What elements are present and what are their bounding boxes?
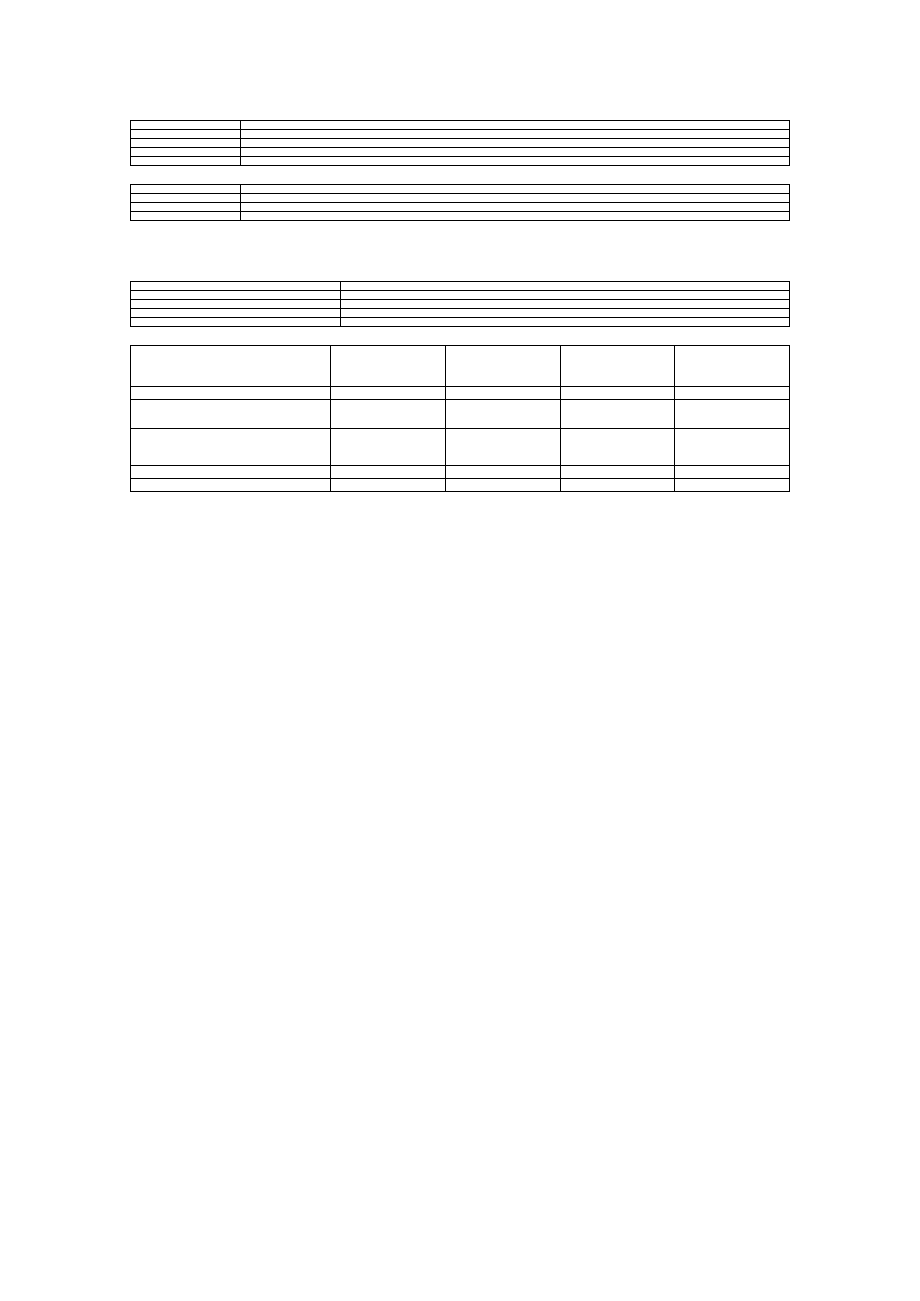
material-density (560, 479, 675, 492)
material-density (560, 429, 675, 466)
table-row (131, 185, 790, 194)
col-density (560, 346, 675, 387)
row-label (131, 309, 341, 318)
row-value (241, 148, 790, 157)
table-header-row (131, 346, 790, 387)
material-lambda (331, 400, 446, 429)
table-row (131, 130, 790, 139)
row-label (131, 148, 241, 157)
row-value (241, 185, 790, 194)
row-value (241, 157, 790, 166)
material-correction (675, 400, 790, 429)
material-correction (675, 387, 790, 400)
row-label (131, 282, 341, 291)
material-storage (445, 400, 560, 429)
row-label (131, 291, 341, 300)
table-row (131, 400, 790, 429)
row-label (131, 130, 241, 139)
material-storage (445, 429, 560, 466)
material-name (131, 479, 331, 492)
project-overview-table (130, 120, 790, 166)
row-label (131, 185, 241, 194)
row-label (131, 157, 241, 166)
table-row (131, 300, 790, 309)
col-lambda (331, 346, 446, 387)
row-label (131, 121, 241, 130)
table-row (131, 318, 790, 327)
row-label (131, 203, 241, 212)
col-correction (675, 346, 790, 387)
shape-factor-table (130, 281, 790, 327)
row-value (241, 194, 790, 203)
material-lambda (331, 429, 446, 466)
material-name (131, 400, 331, 429)
row-label (131, 212, 241, 221)
table-row (131, 291, 790, 300)
table-row (131, 121, 790, 130)
list-item (148, 257, 790, 263)
table-row (131, 387, 790, 400)
row-label (131, 139, 241, 148)
materials-table (130, 345, 790, 492)
row-value (241, 203, 790, 212)
design-basis-list (148, 239, 790, 263)
material-density (560, 400, 675, 429)
material-storage (445, 387, 560, 400)
material-name (131, 466, 331, 479)
row-value (341, 291, 790, 300)
material-density (560, 387, 675, 400)
table-row (131, 139, 790, 148)
building-info-table (130, 184, 790, 221)
table-row (131, 203, 790, 212)
row-value (241, 121, 790, 130)
material-correction (675, 429, 790, 466)
material-name (131, 387, 331, 400)
col-storage (445, 346, 560, 387)
row-value (341, 318, 790, 327)
row-value (241, 130, 790, 139)
row-value (341, 309, 790, 318)
row-value (341, 300, 790, 309)
material-storage (445, 479, 560, 492)
row-label (131, 318, 341, 327)
material-lambda (331, 466, 446, 479)
table-row (131, 282, 790, 291)
material-name (131, 429, 331, 466)
material-lambda (331, 479, 446, 492)
table-row (131, 157, 790, 166)
table-row (131, 309, 790, 318)
table-row (131, 212, 790, 221)
material-correction (675, 466, 790, 479)
table-row (131, 148, 790, 157)
material-correction (675, 479, 790, 492)
table-row (131, 466, 790, 479)
material-density (560, 466, 675, 479)
table-row (131, 429, 790, 466)
row-value (241, 139, 790, 148)
col-name (131, 346, 331, 387)
table-row (131, 194, 790, 203)
row-value (341, 282, 790, 291)
material-lambda (331, 387, 446, 400)
table-row (131, 479, 790, 492)
row-value (241, 212, 790, 221)
material-storage (445, 466, 560, 479)
row-label (131, 194, 241, 203)
row-label (131, 300, 341, 309)
